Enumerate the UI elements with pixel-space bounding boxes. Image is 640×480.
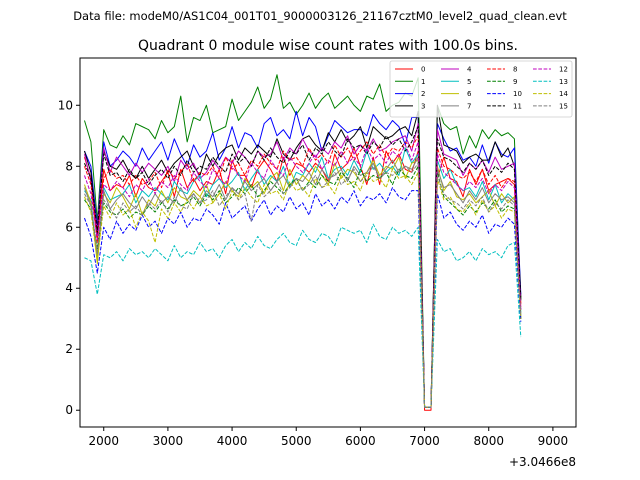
- x-tick-label: 9000: [538, 434, 569, 448]
- series-line-6: [84, 156, 522, 408]
- legend-label-11: 11: [513, 102, 522, 110]
- x-tick-label: 3000: [153, 434, 184, 448]
- series-line-8: [84, 135, 522, 408]
- legend-label-13: 13: [559, 78, 568, 86]
- series-line-13: [84, 223, 522, 408]
- y-tick-label: 4: [65, 281, 73, 295]
- legend-label-3: 3: [421, 102, 425, 110]
- series-line-7: [84, 156, 522, 408]
- legend-label-14: 14: [559, 90, 568, 98]
- legend-label-12: 12: [559, 66, 568, 74]
- series-line-10: [84, 187, 522, 408]
- y-tick-label: 0: [65, 403, 73, 417]
- x-offset-label: +3.0466e8: [509, 455, 576, 469]
- x-tick-label: 6000: [345, 434, 376, 448]
- legend-label-6: 6: [467, 90, 472, 98]
- series-line-1: [84, 74, 522, 408]
- series-layer: [84, 74, 522, 411]
- legend-label-8: 8: [513, 66, 517, 74]
- legend-label-1: 1: [421, 78, 425, 86]
- series-line-15: [84, 162, 522, 408]
- legend-label-9: 9: [513, 78, 517, 86]
- legend-label-0: 0: [421, 66, 425, 74]
- x-tick-label: 4000: [217, 434, 248, 448]
- legend-label-15: 15: [559, 102, 568, 110]
- figure-suptitle: Data file: modeM0/AS1C04_001T01_90000031…: [73, 9, 567, 23]
- x-tick-label: 7000: [409, 434, 440, 448]
- legend-label-5: 5: [467, 78, 471, 86]
- legend-box: [389, 60, 573, 118]
- y-tick-label: 2: [65, 342, 73, 356]
- x-tick-label: 2000: [88, 434, 119, 448]
- series-line-9: [84, 165, 522, 408]
- legend-label-7: 7: [467, 102, 471, 110]
- axes-frame: [79, 57, 577, 428]
- legend-label-4: 4: [467, 66, 472, 74]
- series-line-4: [84, 123, 522, 408]
- y-tick-label: 6: [65, 220, 73, 234]
- legend-label-10: 10: [513, 90, 522, 98]
- x-tick-label: 5000: [281, 434, 312, 448]
- legend-label-2: 2: [421, 90, 425, 98]
- series-line-12: [84, 141, 522, 408]
- y-tick-label: 8: [65, 159, 73, 173]
- y-tick-label: 10: [58, 98, 73, 112]
- x-tick-label: 8000: [473, 434, 504, 448]
- chart-title: Quadrant 0 module wise count rates with …: [138, 38, 518, 54]
